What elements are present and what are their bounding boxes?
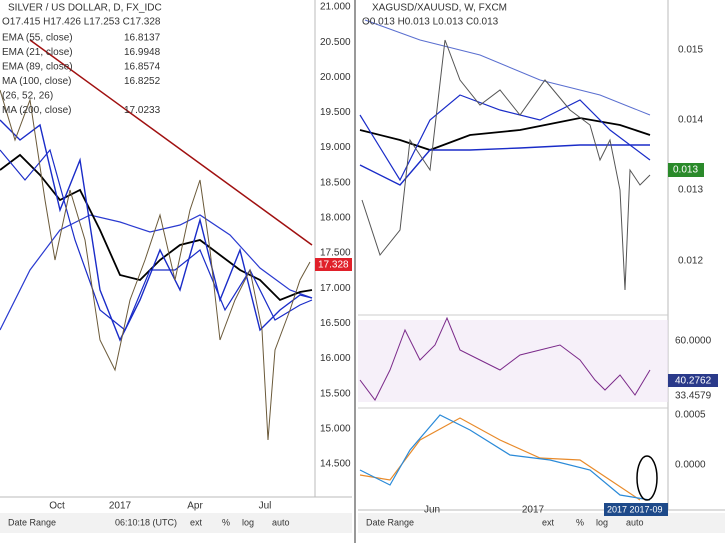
footer-bar xyxy=(358,513,725,533)
price-label: 18.500 xyxy=(320,177,351,188)
price-label: 20.500 xyxy=(320,37,351,48)
price-label: 19.000 xyxy=(320,142,351,153)
footer-bar xyxy=(0,513,352,533)
ema-line xyxy=(359,117,651,151)
price-label: 20.000 xyxy=(320,72,351,83)
time-label: Jul xyxy=(259,501,272,512)
indicator-label: EMA (55, close) xyxy=(2,33,73,44)
indicator-value: 16.8574 xyxy=(124,62,161,73)
rsi-label: 60.0000 xyxy=(675,336,712,347)
left-header: SILVER / US DOLLAR, D, FX_IDC xyxy=(8,3,162,14)
cursor-label: 2017 2017-09 xyxy=(607,504,663,514)
price-label: 0.012 xyxy=(678,256,703,267)
price-label: 15.500 xyxy=(320,388,351,399)
price-label: 14.500 xyxy=(320,459,351,470)
last-price-tag xyxy=(315,258,352,271)
indicator-value: 16.8137 xyxy=(124,33,161,44)
indicator-label: EMA (89, close) xyxy=(2,62,73,73)
price-label: 21.000 xyxy=(320,2,351,13)
footer-pct: % xyxy=(576,517,584,527)
indicator-value: 16.9948 xyxy=(124,47,161,58)
footer-range: Date Range xyxy=(8,517,56,527)
ema-line xyxy=(359,144,650,186)
ma-line xyxy=(364,19,651,116)
price-label: 18.000 xyxy=(320,213,351,224)
price-line xyxy=(361,39,651,291)
trend-line xyxy=(29,39,313,246)
annotation-ellipse xyxy=(636,455,658,501)
price-label: 0.014 xyxy=(678,115,703,126)
time-label: 2017 xyxy=(109,501,132,512)
footer-ext: ext xyxy=(542,517,555,527)
footer-log: log xyxy=(242,517,254,527)
macd-line xyxy=(359,414,651,501)
price-label: 15.000 xyxy=(320,423,351,434)
footer-auto: auto xyxy=(272,517,290,527)
indicator-label: MA (100, close) xyxy=(2,76,71,87)
left-ohlc: O17.415 H17.426 L17.253 C17.328 xyxy=(2,17,161,28)
rsi-label: 40.2762 xyxy=(675,376,712,387)
ema-line xyxy=(0,153,313,302)
right-ohlc: O0.013 H0.013 L0.013 C0.013 xyxy=(362,17,499,28)
footer-clock: 06:10:18 (UTC) xyxy=(115,517,177,527)
last-price-tag xyxy=(668,163,704,177)
time-label: 2017 xyxy=(522,505,545,516)
rsi-band xyxy=(358,320,668,402)
price-line xyxy=(0,89,311,441)
rsi-tag xyxy=(668,374,718,387)
price-label: 17.500 xyxy=(320,248,351,259)
footer-range: Date Range xyxy=(366,517,414,527)
time-label: Apr xyxy=(187,501,203,512)
price-label: 16.000 xyxy=(320,353,351,364)
time-label: Jun xyxy=(424,505,440,516)
indicator-value: 17.0233 xyxy=(124,105,161,116)
ema-line xyxy=(0,119,313,342)
last-price: 17.328 xyxy=(318,260,349,271)
ema-line xyxy=(359,94,651,182)
right-header: XAGUSD/XAUUSD, W, FXCM xyxy=(372,3,507,14)
macd-label: 0.0000 xyxy=(675,460,706,471)
footer-log: log xyxy=(596,517,608,527)
cursor-tag xyxy=(604,503,668,516)
price-label: 0.015 xyxy=(678,45,703,56)
ema-line xyxy=(0,148,313,331)
footer-auto: auto xyxy=(626,517,644,527)
last-price: 0.013 xyxy=(673,165,698,176)
price-label: 19.500 xyxy=(320,107,351,118)
ma-line xyxy=(0,214,313,331)
macd-label: 0.0005 xyxy=(675,410,706,421)
rsi-line xyxy=(359,316,651,401)
rsi-label: 33.4579 xyxy=(675,391,712,402)
footer-pct: % xyxy=(222,517,230,527)
price-label: 0.013 xyxy=(678,185,703,196)
indicator-value: 16.8252 xyxy=(124,76,161,87)
price-label: 16.500 xyxy=(320,318,351,329)
indicator-label: (26, 52, 26) xyxy=(2,91,53,102)
time-label: Oct xyxy=(49,501,65,512)
indicator-label: EMA (21, close) xyxy=(2,47,73,58)
price-label: 17.000 xyxy=(320,283,351,294)
footer-ext: ext xyxy=(190,517,203,527)
indicator-label: MA (200, close) xyxy=(2,105,71,116)
